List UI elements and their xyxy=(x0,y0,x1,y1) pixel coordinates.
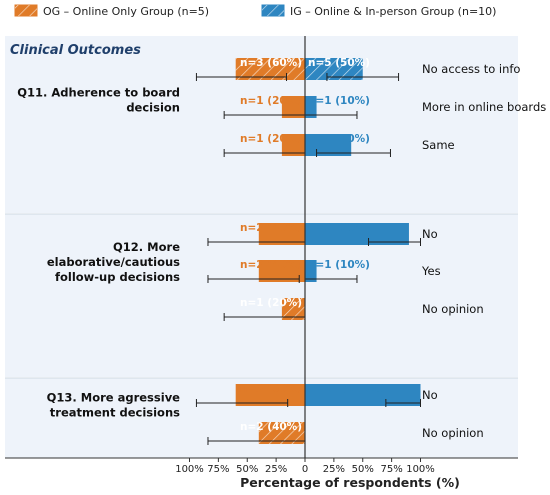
x-tick-label: 50% xyxy=(236,464,258,475)
bar-og-label: n=2 (40%) xyxy=(240,259,302,271)
answer-label: No xyxy=(422,388,438,402)
bar-og-label: n=3 (60%) xyxy=(240,383,302,395)
bar-ig xyxy=(305,223,409,245)
question-label: Q13. More agressive treatment decisions xyxy=(47,391,181,420)
legend-item-ig: IG – Online & In-person Group (n=10) xyxy=(261,4,496,18)
bar-og-label: n=1 (20%) xyxy=(240,133,302,145)
question-label-line: Q12. More xyxy=(113,240,180,254)
answer-label: No opinion xyxy=(422,302,484,316)
answer-label: No opinion xyxy=(422,426,484,440)
question-label-line: treatment decisions xyxy=(50,406,180,420)
x-tick-label: 100% xyxy=(175,464,204,475)
question-label-line: decision xyxy=(126,101,180,115)
bar-og-label: n=1 (20%) xyxy=(240,95,302,107)
x-tick-label: 100% xyxy=(406,464,435,475)
x-ticks: 100% 75% 50% 25% 0 25% 50% 75% 100% xyxy=(175,458,435,475)
answer-label: Yes xyxy=(421,264,441,278)
bar-og xyxy=(258,260,305,282)
bar-og xyxy=(281,96,305,118)
legend-item-og: OG – Online Only Group (n=5) xyxy=(14,4,209,18)
question-label-line: Q11. Adherence to board xyxy=(17,86,180,100)
legend: OG – Online Only Group (n=5) IG – Online… xyxy=(14,4,496,18)
bar-og-label: n=2 (40%) xyxy=(240,222,302,234)
x-tick-label: 25% xyxy=(323,464,345,475)
bar-ig-label: n=9 (90%) xyxy=(308,222,370,234)
legend-swatch-og-hatch xyxy=(15,5,37,16)
x-tick-label: 25% xyxy=(265,464,287,475)
x-tick-label: 75% xyxy=(207,464,229,475)
question-label-line: Q13. More agressive xyxy=(47,391,181,405)
bar-og xyxy=(281,134,305,156)
question-label: Q11. Adherence to board decision xyxy=(17,86,180,115)
answer-label: No xyxy=(422,227,438,241)
chart-title: Clinical Outcomes xyxy=(10,43,141,58)
answer-label: No access to info xyxy=(422,62,520,76)
legend-label-ig: IG – Online & In-person Group (n=10) xyxy=(290,5,496,18)
bar-og-label: n=3 (60%) xyxy=(240,57,302,69)
bar-ig-label: n=4 (40%) xyxy=(308,133,370,145)
bar-og-hatch xyxy=(258,422,305,444)
bar-og-label: n=2 (40%) xyxy=(240,421,302,433)
x-tick-label: 50% xyxy=(352,464,374,475)
bar-ig-label: n=5 (50%) xyxy=(308,57,370,69)
bar-ig xyxy=(305,96,317,118)
answer-label: Same xyxy=(422,138,455,152)
question-labels: Q11. Adherence to board decision Q12. More… xyxy=(17,86,180,420)
bar-ig-label: n=1 (10%) xyxy=(308,95,370,107)
bar-ig-label: n=10 (100%) xyxy=(308,383,385,395)
bar-ig-label: n=1 (10%) xyxy=(308,259,370,271)
question-label-line: follow-up decisions xyxy=(55,270,180,284)
question-label-line: elaborative/cautious xyxy=(47,255,180,269)
bar-og-hatch xyxy=(281,298,305,320)
bar-ig-hatch xyxy=(305,58,363,80)
bar-og-label: n=1 (20%) xyxy=(240,297,302,309)
answer-label: More in online boards xyxy=(422,100,546,114)
x-tick-label: 0 xyxy=(302,464,308,475)
legend-label-og: OG – Online Only Group (n=5) xyxy=(43,5,209,18)
bar-og xyxy=(258,223,305,245)
bar-ig xyxy=(305,260,317,282)
answer-labels: No access to info More in online boards Sa… xyxy=(421,62,546,440)
x-tick-label: 75% xyxy=(381,464,403,475)
question-label: Q12. More elaborative/cautious follow-up d… xyxy=(47,240,180,284)
x-axis-label: Percentage of respondents (%) xyxy=(240,475,460,490)
bar-ig xyxy=(305,384,421,406)
bars-layer: n=3 (60%) n=5 (50%) n=1 (20%) n=1 (10%) n=1 … xyxy=(195,57,421,445)
legend-swatch-ig-hatch xyxy=(262,5,284,16)
bar-og-hatch xyxy=(235,58,305,80)
